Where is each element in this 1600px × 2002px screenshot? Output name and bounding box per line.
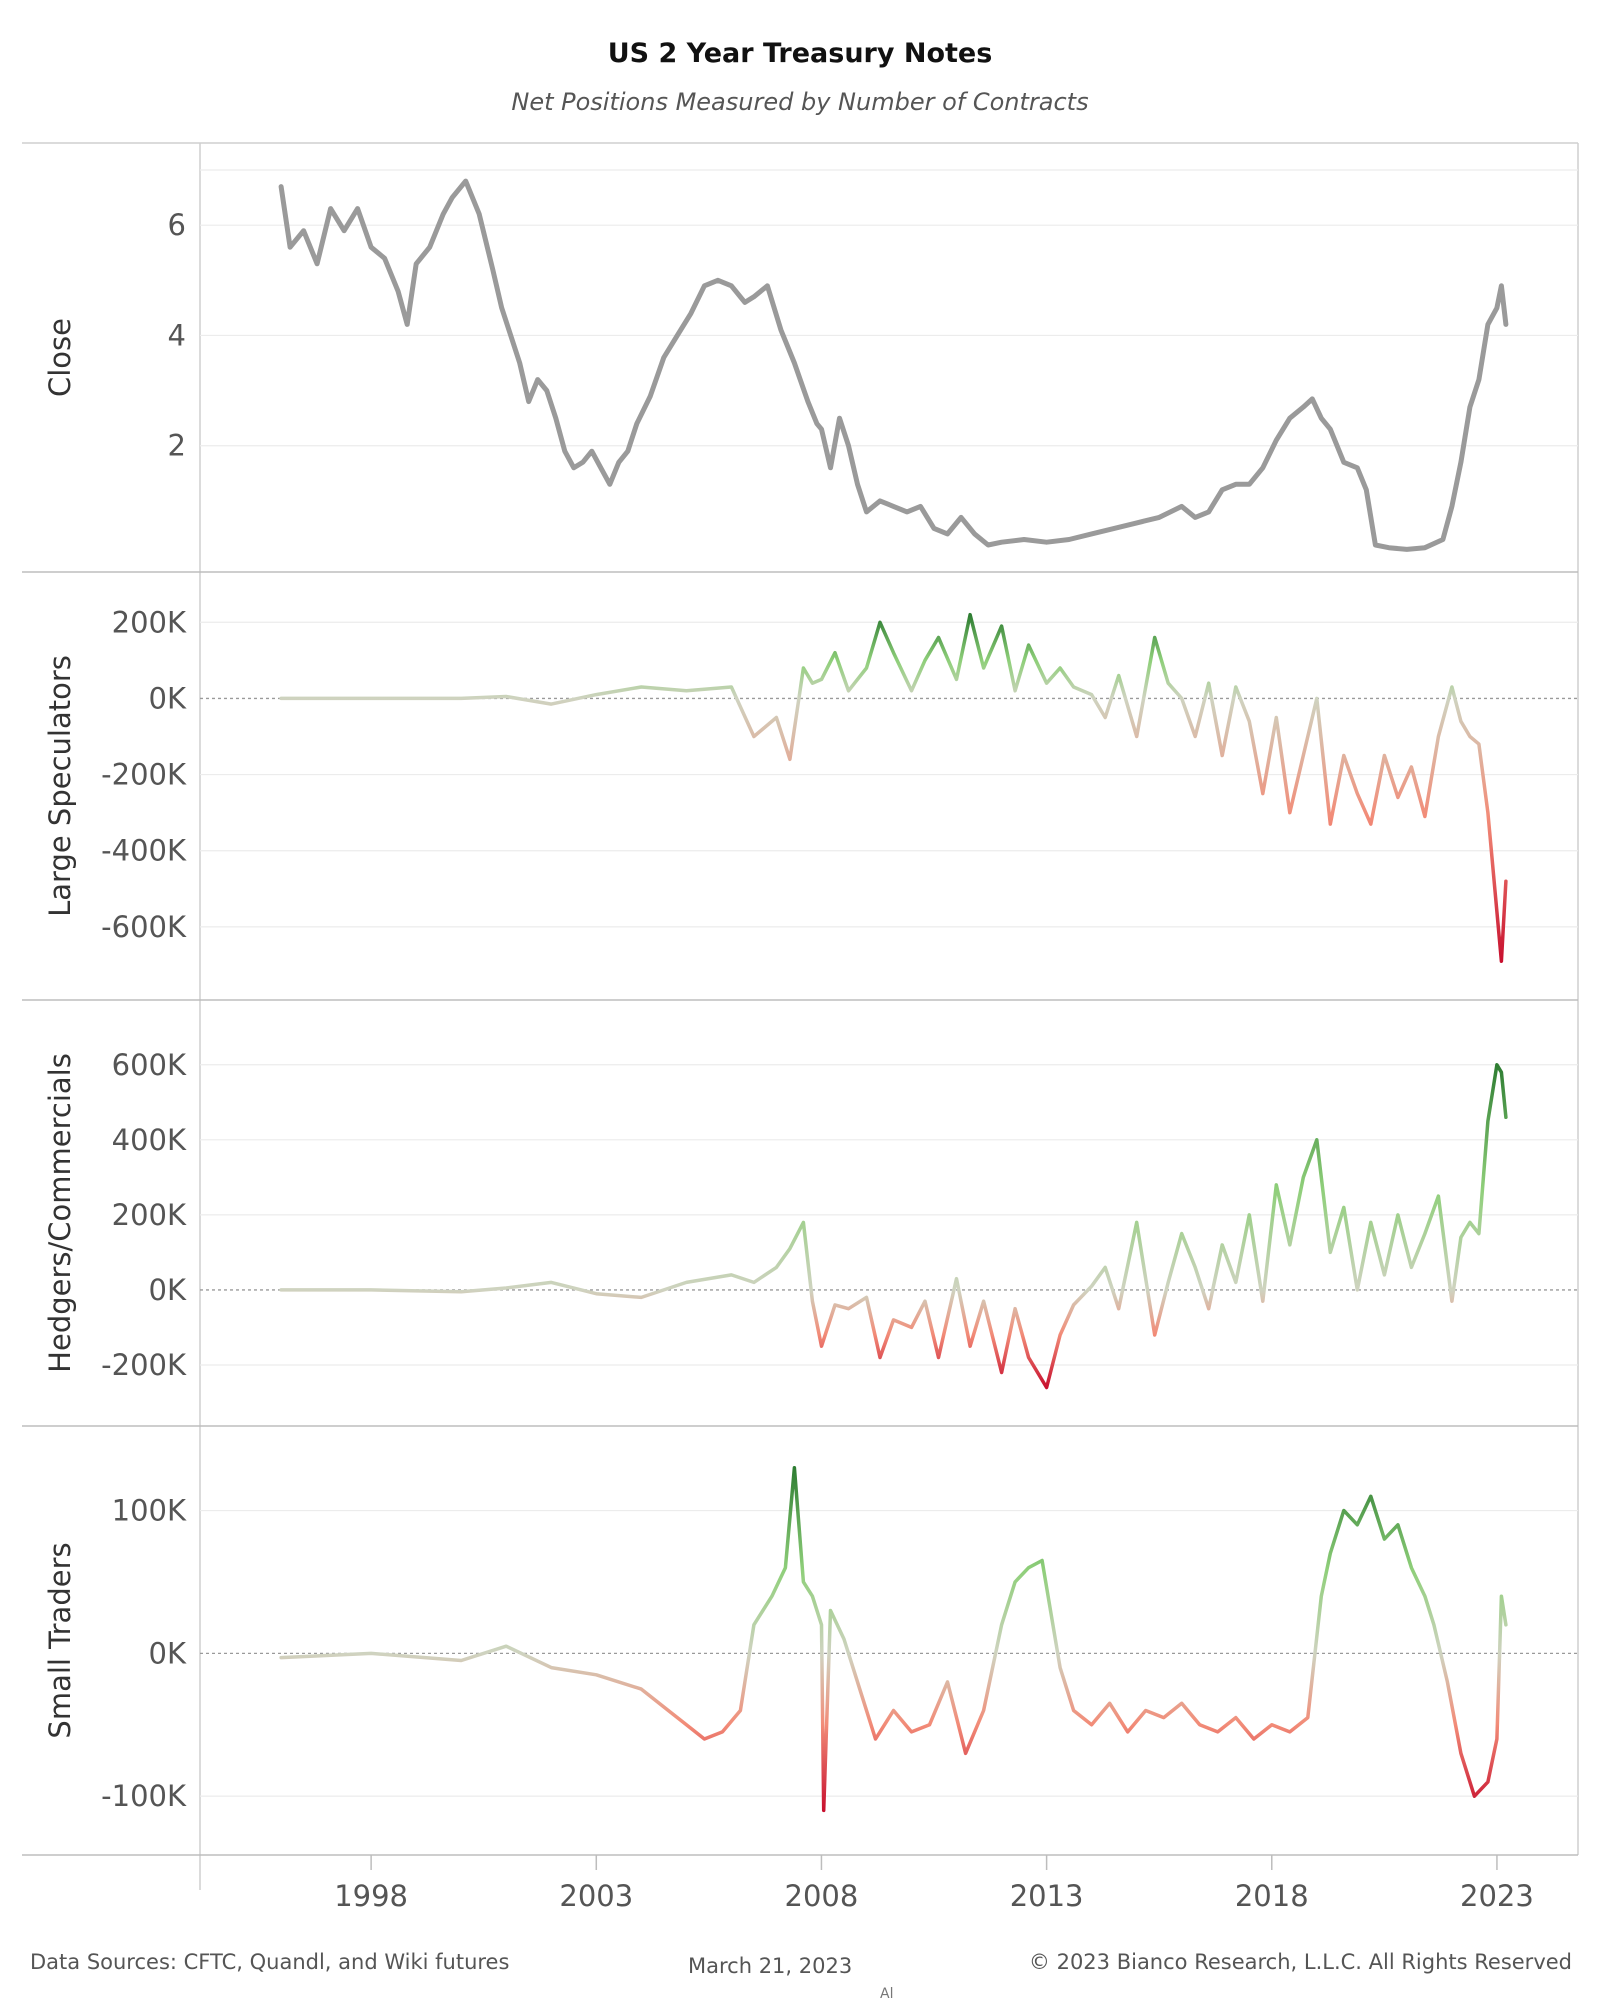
y-axis-title: Small Traders — [43, 1542, 77, 1738]
panel-small-traders: -100K 0K 100K Small Traders — [22, 1465, 1578, 1856]
data-sources: Data Sources: CFTC, Quandl, and Wiki fut… — [30, 1950, 510, 1974]
y-tick-label: 0K — [149, 681, 187, 715]
y-tick-label: 200K — [112, 605, 187, 639]
panel-large-speculators: -600K -400K -200K 0K 200K Large Speculators — [22, 605, 1578, 1001]
y-tick-label: -200K — [101, 1348, 187, 1382]
y-tick-label: -600K — [101, 910, 187, 944]
x-tick-label: 1998 — [334, 1879, 408, 1913]
y-tick-label: 4 — [168, 318, 186, 352]
y-tick-label: 400K — [112, 1123, 187, 1157]
x-tick-label: 2018 — [1235, 1879, 1309, 1913]
footer-mark: Al — [880, 1986, 894, 2002]
y-tick-label: -200K — [101, 758, 187, 792]
series-line-large-speculators — [279, 612, 1508, 963]
x-tick-label: 2003 — [559, 1879, 633, 1913]
report-date: March 21, 2023 — [688, 1954, 853, 1978]
y-axis-title: Hedgers/Commercials — [43, 1053, 77, 1373]
series-line-close — [278, 178, 1509, 552]
y-tick-label: 600K — [112, 1048, 187, 1082]
x-tick-label: 2023 — [1460, 1879, 1534, 1913]
chart-title: US 2 Year Treasury Notes — [607, 38, 993, 69]
chart-subtitle: Net Positions Measured by Number of Cont… — [511, 88, 1089, 116]
x-tick-label: 2008 — [785, 1879, 859, 1913]
y-axis-title: Close — [43, 318, 77, 397]
y-tick-label: -100K — [101, 1779, 187, 1813]
y-tick-label: 0K — [149, 1636, 187, 1670]
y-tick-label: 2 — [168, 429, 186, 463]
panel-close: 2 4 6 Close — [22, 169, 1578, 573]
y-tick-label: -400K — [101, 834, 187, 868]
series-line-hedgers-commercials — [279, 1063, 1508, 1390]
y-tick-label: 0K — [149, 1273, 187, 1307]
y-tick-label: 200K — [112, 1198, 187, 1232]
copyright-notice: © 2023 Bianco Research, L.L.C. All Right… — [1028, 1950, 1572, 1974]
series-line-small-traders — [279, 1465, 1508, 1813]
panel-hedgers-commercials: -200K 0K 200K 400K 600K Hedgers/Commercials — [22, 1048, 1578, 1427]
y-tick-label: 6 — [168, 208, 186, 242]
y-tick-label: 100K — [112, 1494, 187, 1528]
y-axis-title: Large Speculators — [43, 655, 77, 917]
x-axis: 1998 2003 2008 2013 2018 2023 — [334, 1855, 1534, 1913]
x-tick-label: 2013 — [1010, 1879, 1084, 1913]
